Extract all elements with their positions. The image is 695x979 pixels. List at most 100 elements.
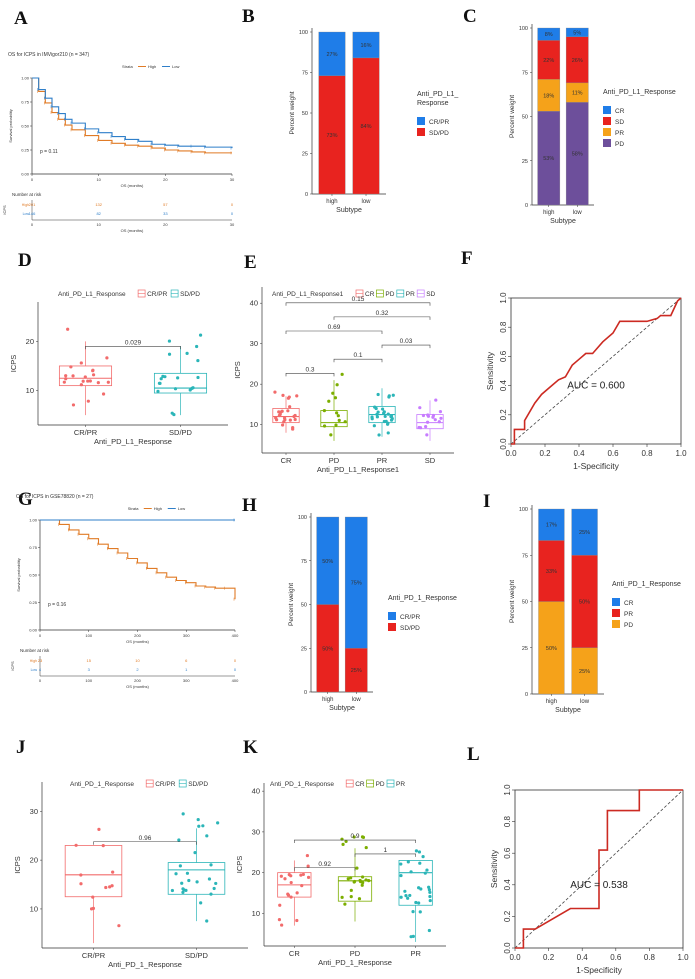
roc-y-tick-label: 0.8 xyxy=(503,815,512,827)
box-y-label: ICPS xyxy=(13,856,22,874)
data-point xyxy=(333,396,338,400)
legend-item-pd: PD xyxy=(615,141,624,148)
km-legend-low: Low xyxy=(172,64,179,69)
data-point xyxy=(409,870,413,874)
data-point xyxy=(305,853,309,858)
bar-y-tick-label: 50 xyxy=(301,603,307,609)
bar-value-label: 50% xyxy=(546,646,557,652)
risk-x-tick-label: 300 xyxy=(183,678,190,683)
data-point xyxy=(64,377,68,381)
data-point xyxy=(195,344,199,349)
comparison-bracket xyxy=(294,839,416,844)
bar-value-label: 84% xyxy=(361,124,372,130)
comparison-bracket xyxy=(381,344,431,349)
risk-count-high: 6 xyxy=(185,658,188,663)
bar-y-tick-label: 0 xyxy=(305,192,308,198)
bar-value-label: 22% xyxy=(543,58,554,64)
data-point xyxy=(201,824,205,828)
bar-y-tick-label: 0 xyxy=(525,203,528,209)
panel-e-boxplot: Anti_PD_L1_Response1 CR PD PR SD 10 20 30 40 ICPS… xyxy=(233,287,454,474)
box-sd xyxy=(416,414,444,430)
risk-table-title: Number at risk xyxy=(20,648,50,653)
comparison-bracket xyxy=(285,373,335,377)
data-point xyxy=(197,824,201,828)
bar-segment-sd-pd-low xyxy=(352,57,380,195)
bar-x-tick-label: low xyxy=(580,699,590,705)
data-point xyxy=(355,866,359,870)
data-point xyxy=(437,420,441,424)
data-point xyxy=(79,882,83,886)
bar-value-label: 25% xyxy=(579,669,590,675)
bar-y-tick-label: 100 xyxy=(299,30,308,36)
legend-swatch-sd-pd xyxy=(417,128,425,136)
data-point xyxy=(383,414,387,419)
bar-value-label: 75% xyxy=(351,581,362,587)
km-y-tick-label: 0.75 xyxy=(29,545,38,550)
panel-label-b: B xyxy=(242,6,255,27)
legend-item-sd-pd: SD/PD xyxy=(180,291,200,298)
roc-curve xyxy=(515,789,683,949)
data-point xyxy=(278,903,282,907)
data-point xyxy=(110,884,114,888)
comparison-bracket xyxy=(333,316,431,320)
risk-count-high: 0 xyxy=(231,202,234,207)
data-point xyxy=(74,843,78,847)
bar-y-tick-label: 25 xyxy=(522,646,528,652)
bar-segment-cr-low xyxy=(565,27,589,37)
data-point xyxy=(360,875,365,879)
roc-y-tick-label: 0.0 xyxy=(499,438,508,450)
roc-y-tick-label: 1.0 xyxy=(503,784,512,796)
km-y-tick-label: 0.25 xyxy=(29,600,38,605)
data-point xyxy=(380,407,385,411)
data-point xyxy=(91,373,96,377)
data-point xyxy=(277,413,281,418)
legend-item-cr: CR xyxy=(355,781,365,788)
data-point xyxy=(403,889,407,893)
bar-value-label: 18% xyxy=(543,93,554,99)
data-point xyxy=(352,835,356,839)
box-pd xyxy=(320,410,348,428)
data-point xyxy=(280,923,284,927)
data-point xyxy=(361,835,366,840)
data-point xyxy=(188,388,192,392)
comparison-pvalue: 0.92 xyxy=(318,861,331,868)
data-point xyxy=(357,897,362,901)
data-point xyxy=(205,919,209,923)
km-y-tick-label: 0.50 xyxy=(29,573,38,578)
comparison-bracket xyxy=(294,867,356,871)
data-point xyxy=(195,880,199,884)
data-point xyxy=(158,381,162,386)
box-x-tick-label: CR/PR xyxy=(74,428,98,437)
comparison-pvalue: 0.32 xyxy=(376,310,389,317)
data-point xyxy=(71,374,75,378)
data-point xyxy=(386,431,390,435)
data-point xyxy=(214,881,218,886)
data-point xyxy=(187,878,191,883)
legend-item-cr-pr: CR/PR xyxy=(155,781,176,788)
bar-x-tick-label: low xyxy=(573,210,583,216)
risk-count-low: 33 xyxy=(163,211,168,216)
data-point xyxy=(295,891,299,895)
bar-y-tick-label: 50 xyxy=(522,600,528,606)
legend-item-pd: PD xyxy=(376,781,385,788)
data-point xyxy=(387,394,391,398)
data-point xyxy=(291,427,295,431)
box-y-tick-label: 30 xyxy=(252,827,260,836)
risk-x-tick-label: 30 xyxy=(230,222,235,227)
bar-value-label: 16% xyxy=(361,43,372,49)
bar-x-tick-label: high xyxy=(322,697,333,703)
comparison-pvalue: 0.96 xyxy=(139,835,152,842)
bar-value-label: 73% xyxy=(326,133,337,139)
km-title: OS for ICPS in IMVigor210 (n = 347) xyxy=(8,52,90,58)
bar-segment-cr-pr-high xyxy=(318,31,346,76)
data-point xyxy=(288,418,292,422)
km-x-tick-label: 20 xyxy=(163,177,168,182)
data-point xyxy=(337,418,341,422)
data-point xyxy=(198,333,203,337)
legend-title: Anti_PD_1_Response xyxy=(388,595,457,602)
bar-y-tick-label: 100 xyxy=(519,507,528,513)
panel-label-h: H xyxy=(242,495,257,516)
roc-x-tick-label: 1.0 xyxy=(677,953,689,962)
bar-y-tick-label: 75 xyxy=(302,71,308,77)
risk-count-low: 82 xyxy=(96,211,101,216)
